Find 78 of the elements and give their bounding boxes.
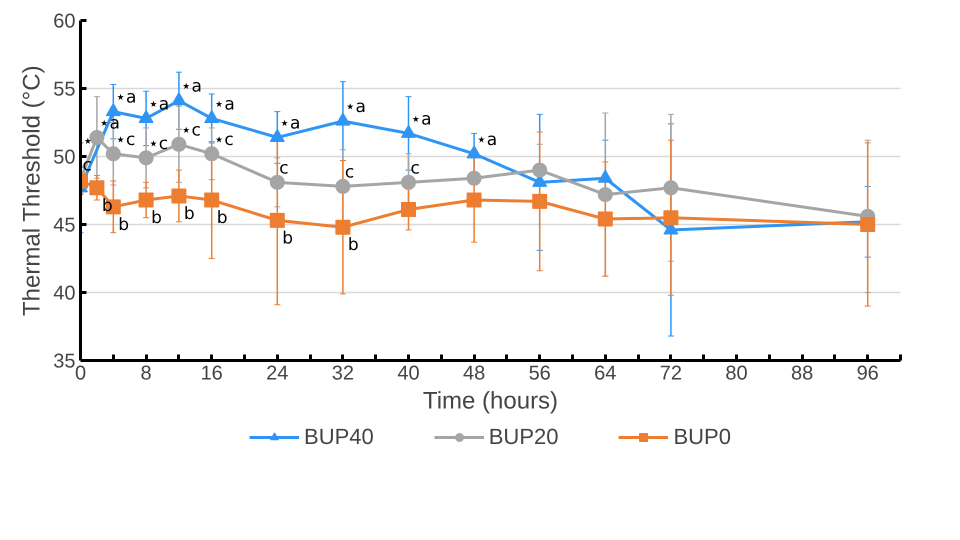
x-tick-label: 40: [397, 362, 420, 384]
y-tick-label: 40: [53, 282, 76, 304]
point: [270, 128, 285, 142]
annotation: b: [184, 204, 195, 224]
annotation: ⋆c: [214, 130, 234, 150]
point: [171, 92, 186, 106]
annotation: c: [279, 158, 289, 178]
annotation: ⋆a: [476, 130, 498, 150]
annotation: ⋆c: [180, 120, 201, 140]
point: [270, 174, 285, 190]
legend-label: BUP40: [304, 424, 374, 450]
annotation: ⋆a: [410, 109, 432, 130]
point: [598, 212, 613, 227]
point: [204, 110, 220, 123]
point: [171, 188, 186, 204]
x-tick-label: 80: [725, 362, 748, 384]
point: [335, 178, 350, 194]
x-axis-title: Time (hours): [422, 388, 558, 414]
annotation: c: [344, 162, 354, 182]
point: [401, 124, 416, 138]
annotation: ⋆a: [115, 88, 136, 108]
x-tick-label: 16: [200, 362, 223, 384]
point: [106, 146, 121, 162]
annotation: ⋆ c: [82, 132, 94, 176]
annotation: b: [118, 214, 130, 235]
point: [466, 170, 482, 186]
x-tick-label: 48: [462, 362, 486, 384]
point: [335, 220, 350, 235]
annotation: b: [282, 228, 294, 248]
point: [466, 145, 482, 158]
point: [335, 112, 350, 126]
annotation: ⋆c: [148, 134, 168, 154]
x-tick-label: 72: [660, 362, 682, 384]
annotation: b: [216, 208, 228, 228]
x-tick-label: 88: [790, 362, 814, 384]
x-tick-label: 64: [594, 362, 616, 384]
y-tick-label: 35: [53, 350, 76, 372]
point: [532, 162, 548, 178]
x-tick-label: 96: [856, 362, 879, 384]
point: [89, 130, 104, 145]
point: [401, 202, 416, 218]
y-tick-label: 45: [53, 214, 76, 236]
point: [138, 192, 154, 208]
point: [138, 110, 154, 123]
point: [89, 180, 104, 196]
y-tick-label: 50: [53, 146, 76, 168]
annotation: b: [151, 208, 162, 228]
annotation: ⋆a: [214, 94, 235, 114]
x-tick-label: 56: [528, 362, 551, 384]
x-tick-label: 8: [140, 362, 152, 384]
y-axis-title: Thermal Threshold (°C): [18, 65, 46, 316]
point: [401, 174, 416, 190]
annotation: ⋆a: [279, 113, 300, 134]
y-tick-label: 60: [53, 10, 76, 32]
point: [138, 150, 154, 166]
legend-label: BUP0: [673, 424, 731, 450]
point: [204, 146, 220, 162]
annotation: ⋆c: [115, 130, 136, 150]
point: [171, 136, 186, 152]
annotation: ⋆a: [344, 97, 366, 118]
legend-label: BUP20: [488, 424, 558, 450]
point: [860, 217, 876, 232]
x-tick-label: 24: [266, 362, 288, 384]
point: [532, 194, 548, 209]
point: [106, 103, 121, 116]
annotation: ⋆a: [148, 94, 170, 114]
point: [598, 187, 613, 202]
point: [663, 210, 678, 226]
y-tick-label: 55: [53, 78, 76, 100]
point: [466, 192, 482, 208]
point: [663, 180, 678, 196]
x-tick-label: 32: [332, 362, 354, 384]
x-tick-label: 0: [74, 362, 86, 384]
annotation: b: [348, 235, 359, 256]
annotation: c: [410, 158, 420, 178]
annotation: ⋆a: [180, 76, 202, 97]
point: [270, 212, 285, 228]
point: [204, 192, 220, 208]
